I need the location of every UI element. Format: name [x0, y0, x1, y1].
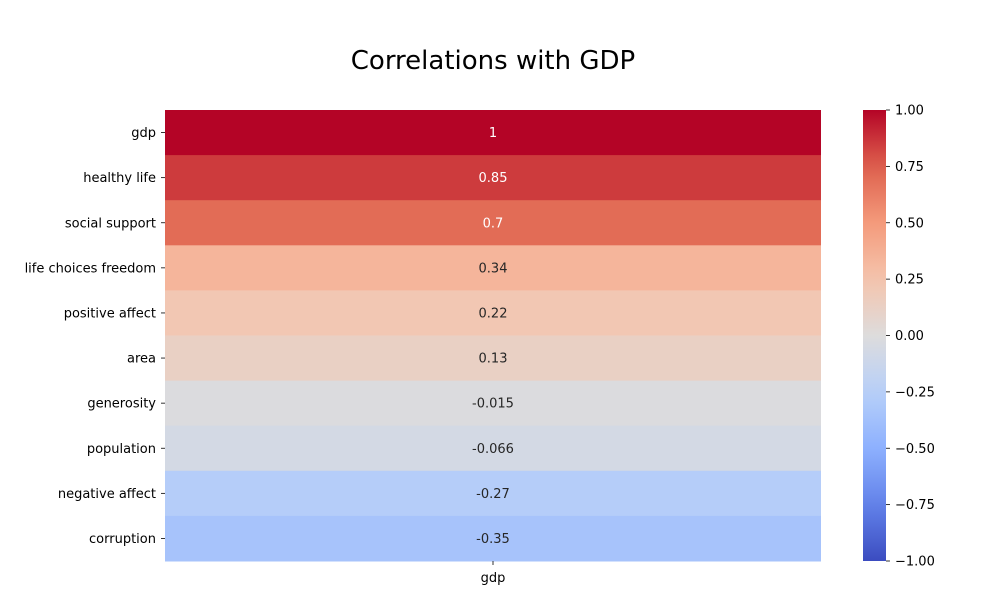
row-label-healthy-life: healthy life [83, 171, 156, 186]
row-label-generosity: generosity [87, 397, 156, 412]
heatmap-cell-social-support [165, 200, 821, 246]
row-label-negative-affect: negative affect [58, 487, 156, 502]
heatmap-cell-corruption [165, 515, 821, 562]
cell-value-gdp: 1 [489, 126, 497, 141]
row-label-social-support: social support [65, 216, 156, 231]
cell-value-corruption: -0.35 [476, 532, 510, 547]
cell-value-healthy-life: 0.85 [479, 171, 508, 186]
row-label-life-choices-freedom: life choices freedom [25, 261, 156, 276]
colorbar-tick-label-4: 0.00 [895, 329, 924, 344]
heatmap-cell-healthy-life [165, 155, 821, 201]
colorbar-tick-label-2: 0.50 [895, 216, 924, 231]
colorbar-tick-label-8: −1.00 [895, 555, 935, 570]
heatmap-cell-positive-affect [165, 290, 821, 336]
cell-value-generosity: -0.015 [472, 397, 514, 412]
chart-title: Correlations with GDP [351, 46, 635, 76]
row-labels: gdp healthy life social support life choice… [25, 126, 165, 547]
cell-value-positive-affect: 0.22 [479, 306, 508, 321]
heatmap-cell-negative-affect [165, 470, 821, 517]
cell-value-area: 0.13 [479, 352, 508, 367]
row-label-area: area [127, 352, 156, 367]
colorbar-tick-label-6: −0.50 [895, 442, 935, 457]
colorbar [863, 110, 886, 561]
row-label-corruption: corruption [89, 532, 156, 547]
column-labels: gdp [481, 561, 506, 586]
cell-value-social-support: 0.7 [483, 216, 504, 231]
cell-value-population: -0.066 [472, 442, 514, 457]
colorbar-tick-label-7: −0.75 [895, 498, 935, 513]
colorbar-tick-label-3: 0.25 [895, 273, 924, 288]
row-label-population: population [87, 442, 156, 457]
colorbar-ticks: 1.00 0.75 0.50 0.25 0.00 −0.25 −0.50 −0.75 −1.00 [886, 104, 935, 570]
row-label-gdp: gdp [131, 126, 156, 141]
heatmap-cells: 1 0.85 0.7 0.34 0.22 0.13 -0.015 -0.066 -0.27 -0.… [165, 110, 821, 562]
cell-value-negative-affect: -0.27 [476, 487, 510, 502]
heatmap-cell-population [165, 425, 821, 472]
colorbar-tick-label-1: 0.75 [895, 160, 924, 175]
cell-value-life-choices-freedom: 0.34 [479, 261, 508, 276]
colorbar-tick-label-0: 1.00 [895, 104, 924, 119]
heatmap-cell-life-choices-freedom [165, 245, 821, 291]
heatmap-cell-generosity [165, 380, 821, 427]
heatmap-cell-gdp [165, 110, 821, 156]
colorbar-tick-label-5: −0.25 [895, 385, 935, 400]
heatmap-cell-area [165, 335, 821, 382]
column-label-gdp: gdp [481, 571, 506, 586]
row-label-positive-affect: positive affect [64, 306, 156, 321]
